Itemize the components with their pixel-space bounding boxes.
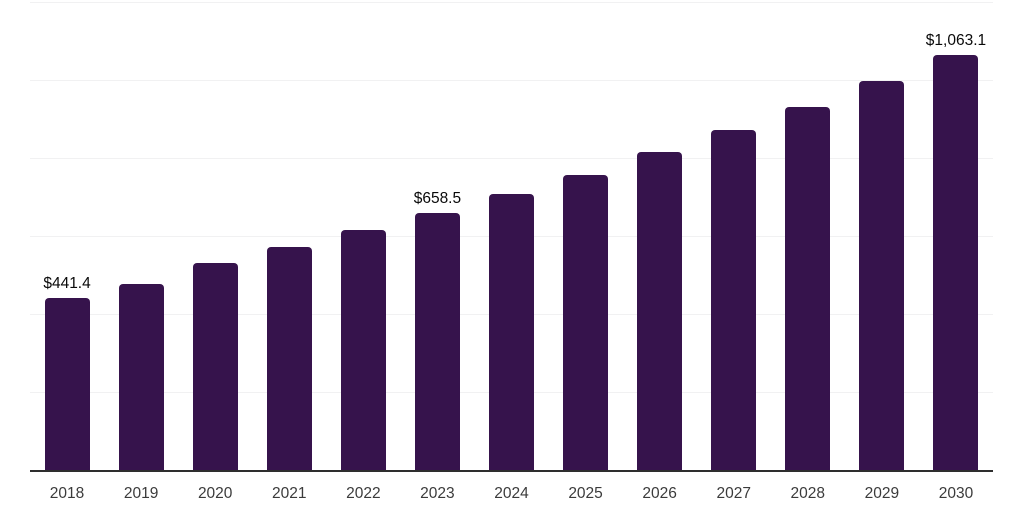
x-tick-2020: 2020 xyxy=(197,485,233,502)
x-tick-2023: 2023 xyxy=(420,485,455,502)
x-tick-2027: 2027 xyxy=(716,485,751,502)
x-tick-2030: 2030 xyxy=(938,485,974,502)
bar-2029 xyxy=(859,81,905,470)
gridline-1200 xyxy=(30,2,993,3)
bar-2019 xyxy=(118,283,164,470)
bar-2024 xyxy=(489,194,534,470)
x-tick-2019: 2019 xyxy=(123,485,159,502)
x-tick-2018: 2018 xyxy=(49,485,85,502)
bar-2027 xyxy=(711,129,757,470)
gridline-1000 xyxy=(30,80,993,81)
data-label-2030: $1,063.1 xyxy=(925,32,987,50)
bar-2026 xyxy=(637,151,683,470)
x-tick-2029: 2029 xyxy=(864,485,900,502)
bar-2021 xyxy=(266,246,312,470)
bar-2028 xyxy=(785,106,831,470)
x-tick-2022: 2022 xyxy=(346,485,381,502)
bar-2030 xyxy=(933,55,979,470)
bar-2023 xyxy=(414,213,460,470)
data-label-2018: $441.4 xyxy=(43,274,91,292)
x-tick-2021: 2021 xyxy=(272,485,307,502)
gridline-800 xyxy=(30,158,993,159)
x-tick-2026: 2026 xyxy=(642,485,677,502)
bar-2018 xyxy=(44,297,90,470)
bar-2022 xyxy=(340,229,386,470)
x-tick-2028: 2028 xyxy=(790,485,826,502)
x-tick-2024: 2024 xyxy=(494,485,529,502)
bar-2020 xyxy=(192,262,238,470)
data-label-2023: $658.5 xyxy=(413,190,462,208)
bar-2025 xyxy=(563,174,609,470)
x-axis-line xyxy=(30,470,993,472)
x-tick-2025: 2025 xyxy=(568,485,603,502)
